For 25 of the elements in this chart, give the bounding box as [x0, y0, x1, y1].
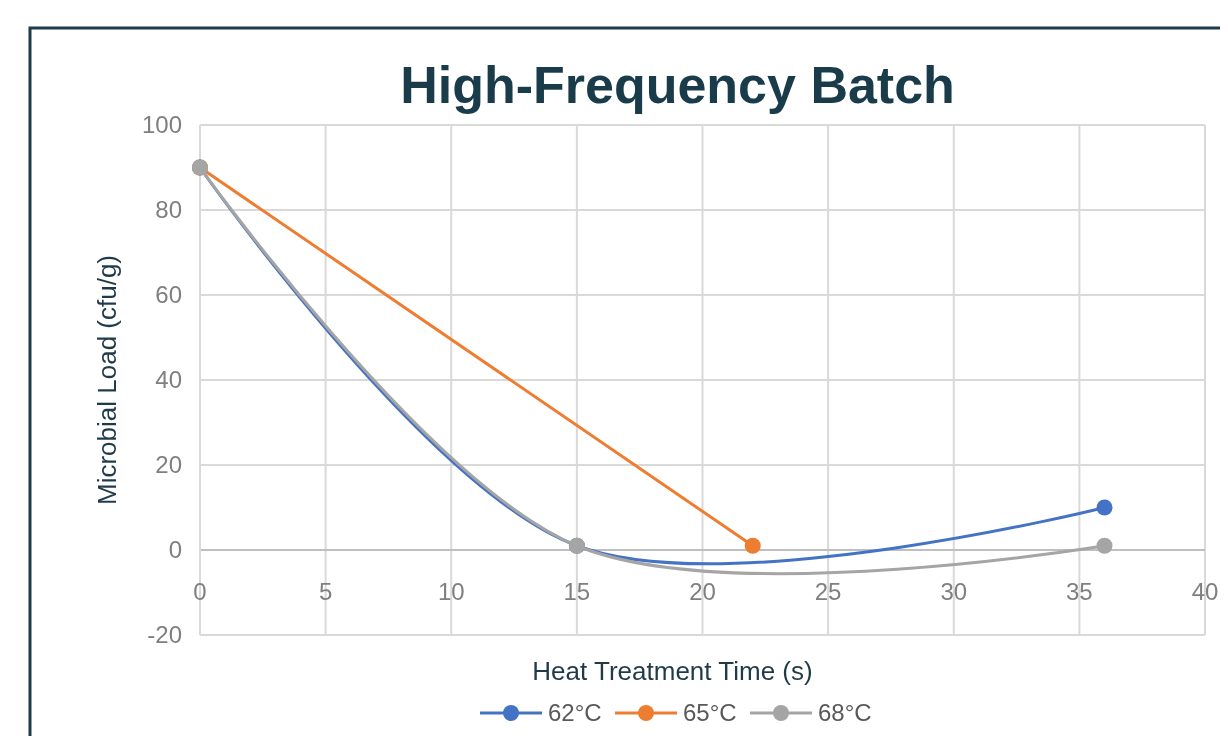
point [744, 537, 761, 554]
x-axis-title: Heat Treatment Time (s) [532, 656, 813, 686]
x-tick-label: 15 [563, 578, 591, 605]
x-tick-label: 20 [689, 578, 716, 605]
legend-label: 62°C [548, 699, 602, 726]
x-tick-label: 40 [1191, 578, 1219, 605]
x-tick-label: 25 [814, 578, 842, 605]
y-tick-label: 40 [155, 366, 182, 393]
y-tick-label: 20 [155, 451, 182, 478]
y-tick-label: -20 [147, 621, 182, 648]
legend-label: 68°C [818, 699, 872, 726]
point [1096, 537, 1113, 554]
chart-title: High-Frequency Batch [400, 56, 955, 114]
y-tick-label: 100 [141, 111, 182, 138]
y-tick-label: 60 [155, 281, 182, 308]
x-tick-label: 5 [318, 578, 333, 605]
point [1096, 499, 1113, 516]
x-tick-label: 0 [193, 578, 207, 605]
legend-label: 65°C [683, 699, 737, 726]
x-tick-label: 30 [940, 578, 968, 605]
y-tick-label: 0 [168, 536, 182, 563]
x-tick-label: 10 [437, 578, 465, 605]
y-axis-title: Microbial Load (cfu/g) [92, 255, 122, 505]
x-tick-label: 35 [1066, 578, 1093, 605]
y-tick-label: 80 [155, 196, 182, 223]
